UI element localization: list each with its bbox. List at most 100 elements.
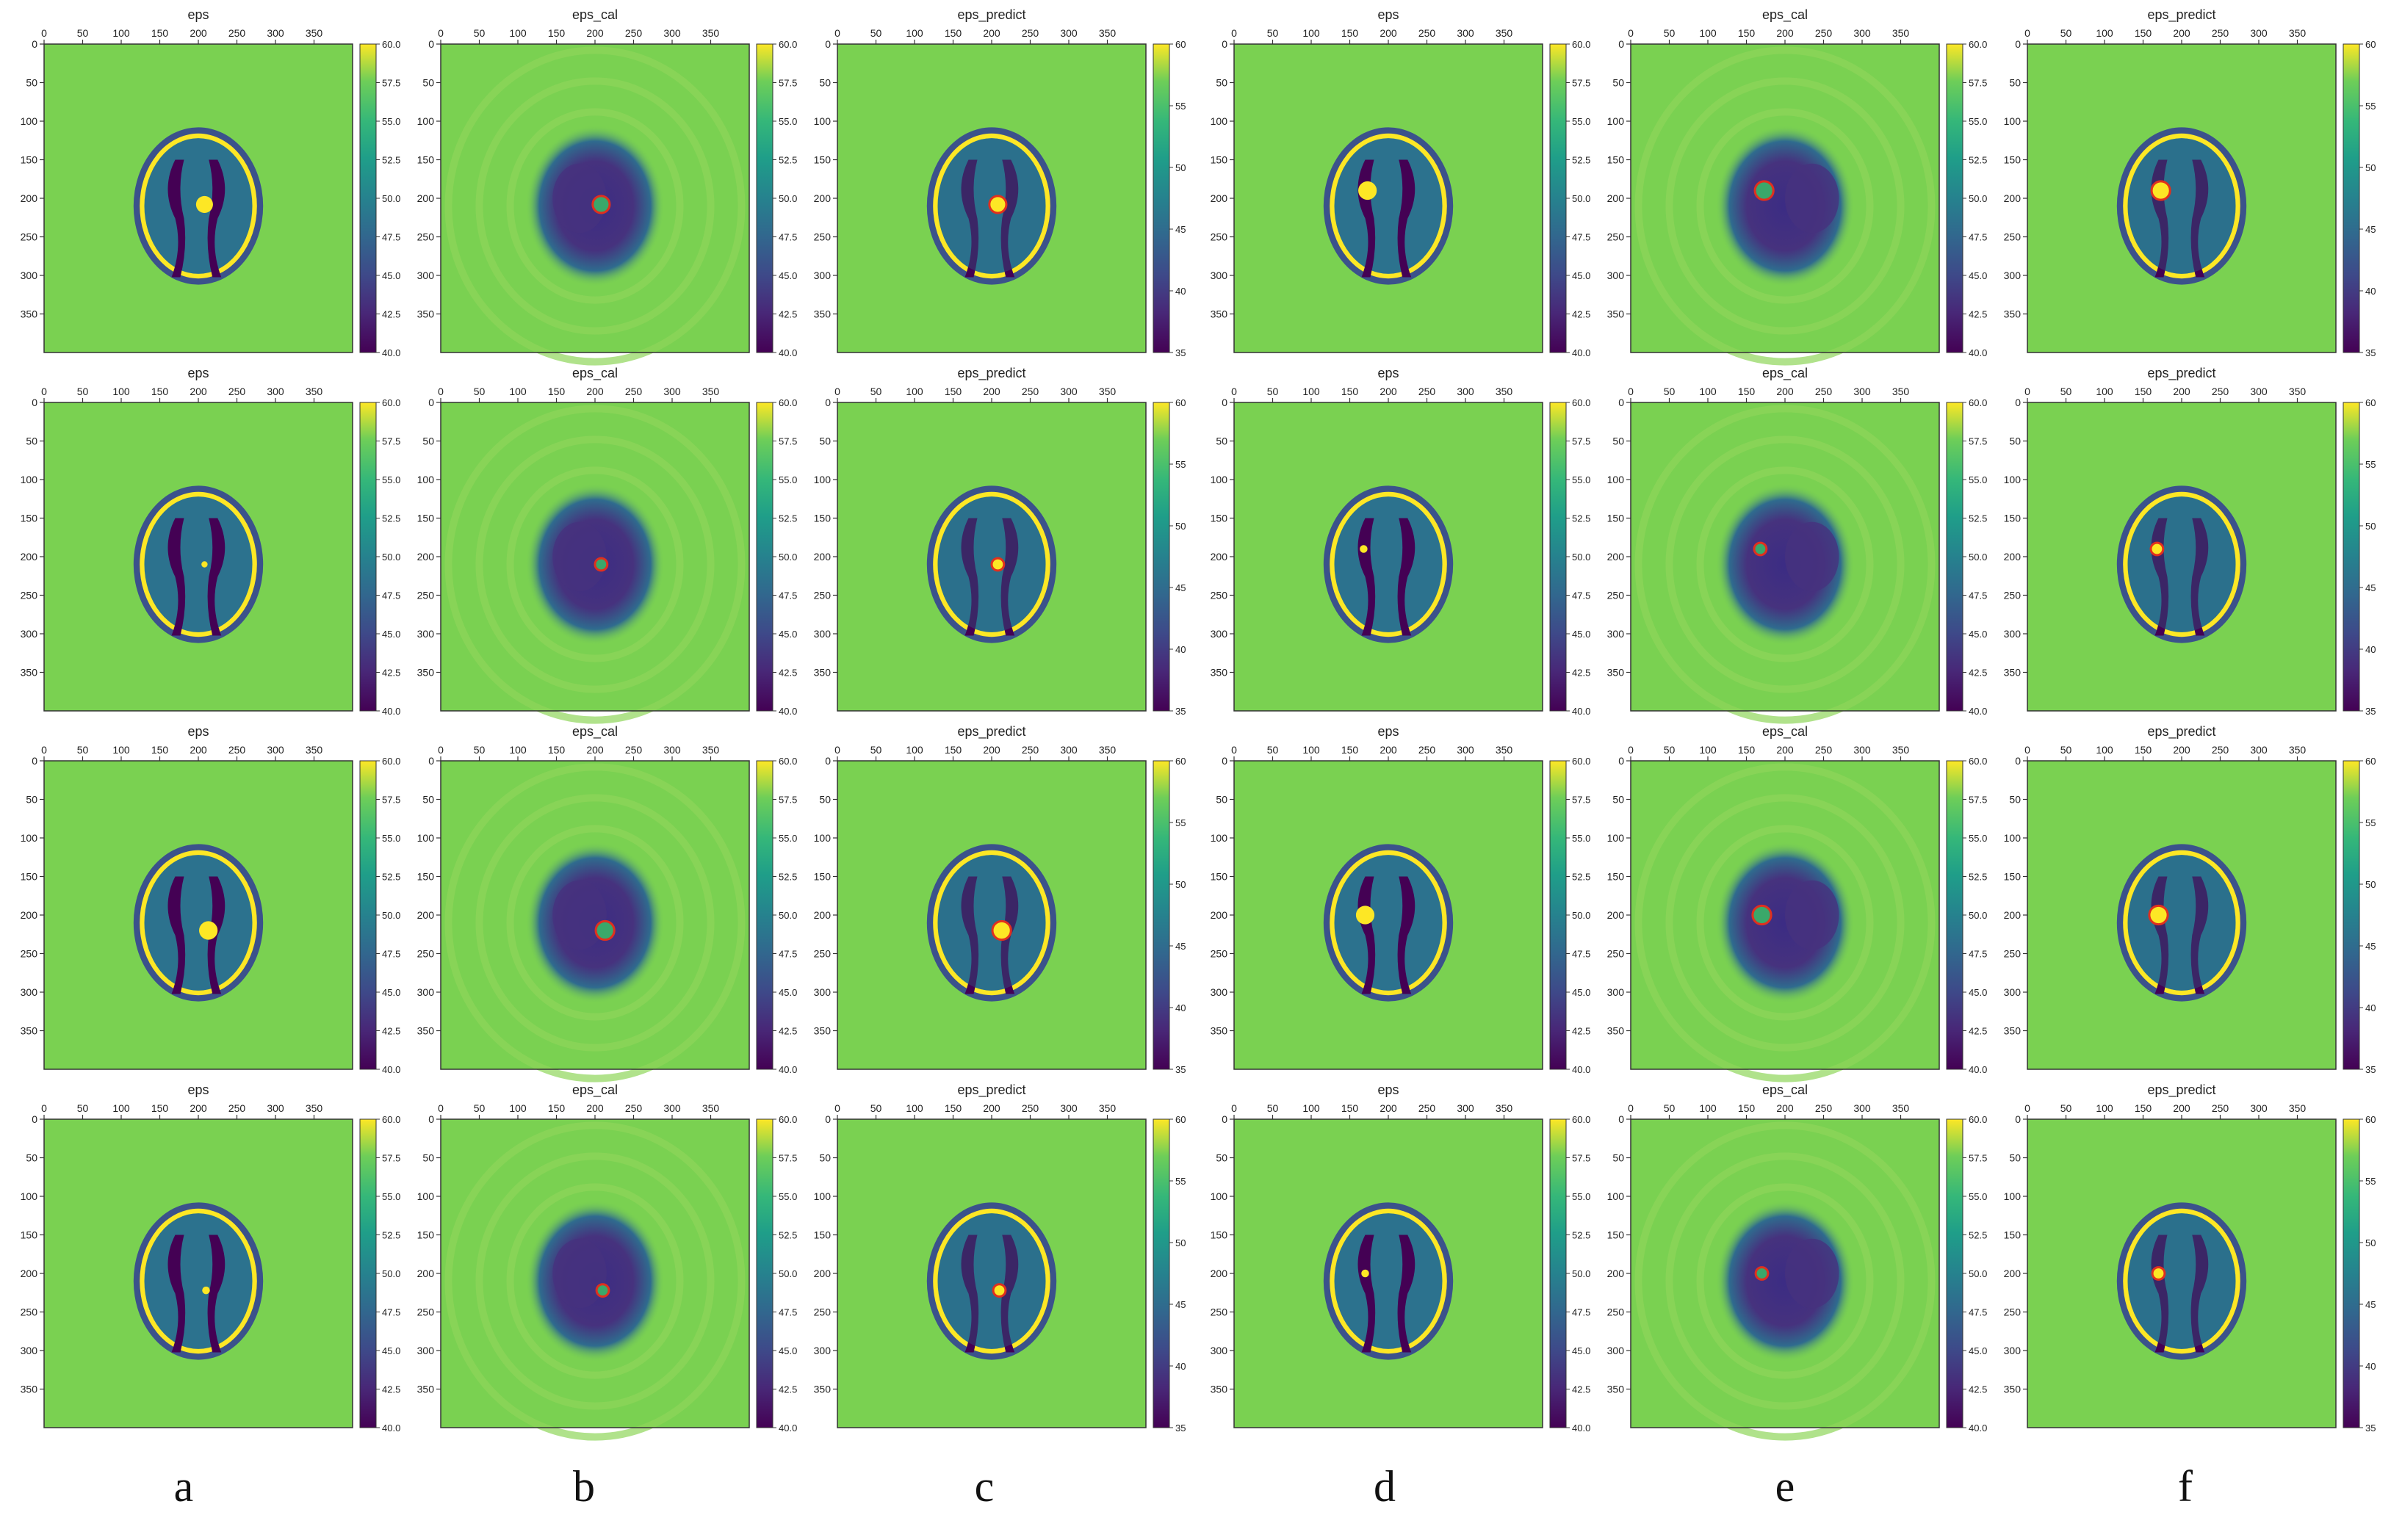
y-tick-label: 50 — [1612, 435, 1624, 447]
colorbar-tick-label: 55 — [1175, 101, 1186, 112]
x-tick-label: 350 — [1496, 386, 1513, 397]
y-tick-label: 300 — [2004, 628, 2022, 640]
y-tick-label: 200 — [1211, 192, 1228, 204]
x-tick-label: 0 — [41, 386, 47, 397]
x-tick-label: 200 — [2173, 27, 2190, 39]
x-tick-label: 350 — [1099, 744, 1117, 756]
y-tick-label: 350 — [814, 1384, 832, 1395]
x-tick-label: 250 — [1418, 386, 1436, 397]
y-tick-label: 100 — [814, 1190, 832, 1202]
y-tick-label: 250 — [2004, 1306, 2022, 1318]
panel-title: eps_cal — [1762, 1082, 1808, 1098]
colorbar-tick-label: 47.5 — [1969, 590, 1987, 601]
colorbar-tick-label: 47.5 — [779, 590, 797, 601]
x-tick-label: 200 — [586, 386, 604, 397]
colorbar-tick-label: 40.0 — [779, 1422, 797, 1434]
x-tick-label: 0 — [1231, 27, 1237, 39]
x-tick-label: 350 — [1496, 744, 1513, 756]
y-tick-label: 200 — [2004, 909, 2022, 921]
colorbar-tick-label: 55.0 — [1969, 1191, 1987, 1202]
y-tick-label: 350 — [814, 667, 832, 679]
ventricle-right — [1000, 159, 1019, 278]
panel-r1-b: eps_cal 0 50 100 150 200 250 300 350 0 50 100 150 200… — [417, 7, 797, 366]
ventricle-left — [167, 876, 186, 994]
y-tick-label: 50 — [2009, 77, 2021, 89]
colorbar-tick-label: 35 — [1175, 1422, 1186, 1434]
y-tick-label: 350 — [417, 1025, 435, 1037]
panel-r4-a: eps 0 50 100 150 200 250 300 350 0 50 100 150 200 250 3… — [21, 1082, 401, 1434]
x-tick-label: 50 — [870, 1102, 882, 1114]
colorbar-tick-label: 50 — [1175, 1237, 1186, 1248]
x-tick-label: 150 — [1341, 27, 1359, 39]
x-tick-label: 50 — [2060, 386, 2072, 397]
ripple-ring — [1634, 46, 1936, 366]
colorbar-tick-label: 40.0 — [1969, 347, 1987, 358]
x-tick-label: 250 — [1418, 744, 1436, 756]
x-tick-label: 300 — [2250, 386, 2268, 397]
y-tick-label: 350 — [1211, 308, 1228, 320]
colorbar — [1946, 760, 1963, 1070]
colorbar-tick-label: 55.0 — [1969, 833, 1987, 844]
x-tick-label: 250 — [1022, 744, 1039, 756]
x-tick-label: 300 — [2250, 1102, 2268, 1114]
y-tick-label: 0 — [1618, 1113, 1624, 1125]
panel-r4-e: eps_cal 0 50 100 150 200 250 300 350 0 50 100 150 200… — [1607, 1082, 1987, 1441]
colorbar-tick-label: 50 — [2365, 1237, 2376, 1248]
y-tick-label: 150 — [417, 513, 435, 524]
colorbar-tick-label: 45 — [1175, 224, 1186, 235]
colorbar-tick-label: 45 — [2365, 224, 2376, 235]
colorbar-tick-label: 50 — [2365, 521, 2376, 532]
colorbar-tick-label: 40.0 — [1572, 1064, 1590, 1075]
y-tick-label: 300 — [1211, 986, 1228, 998]
colorbar — [2343, 1118, 2360, 1428]
colorbar-tick-label: 55.0 — [1969, 116, 1987, 127]
colorbar-tick-label: 50.0 — [1969, 1268, 1987, 1279]
x-tick-label: 250 — [228, 27, 246, 39]
x-tick-label: 250 — [228, 744, 246, 756]
y-tick-label: 100 — [814, 115, 832, 127]
colorbar-tick-label: 50 — [1175, 879, 1186, 890]
colorbar-tick-label: 60.0 — [1572, 756, 1590, 767]
panel-title: eps — [187, 7, 209, 22]
brain — [144, 855, 253, 991]
ripple-ring — [506, 1183, 684, 1379]
tumor-marker — [595, 1283, 610, 1298]
x-tick-label: 350 — [306, 386, 323, 397]
colorbar-tick-label: 35 — [2365, 347, 2376, 358]
panel-r1-d: eps 0 50 100 150 200 250 300 350 0 50 100 150 200 250 3… — [1211, 7, 1591, 358]
colorbar-tick-label: 60.0 — [1969, 397, 1987, 408]
x-tick-label: 150 — [548, 386, 566, 397]
x-tick-label: 150 — [151, 386, 169, 397]
x-tick-label: 50 — [2060, 744, 2072, 756]
panel-r3-a: eps 0 50 100 150 200 250 300 350 0 50 100 150 200 250 3… — [21, 724, 401, 1075]
x-tick-label: 100 — [1302, 386, 1320, 397]
y-tick-label: 100 — [21, 474, 38, 485]
y-tick-label: 0 — [825, 397, 831, 408]
predict-texture — [937, 1213, 1046, 1349]
x-tick-label: 300 — [1457, 744, 1474, 756]
colorbar-tick-label: 50.0 — [779, 193, 797, 204]
colorbar-tick-label: 40 — [2365, 1361, 2376, 1372]
y-tick-label: 50 — [819, 435, 831, 447]
colorbar-tick-label: 35 — [1175, 706, 1186, 717]
colorbar-tick-label: 42.5 — [382, 1384, 400, 1395]
y-tick-label: 200 — [21, 551, 38, 563]
ventricle-left — [961, 1234, 979, 1353]
y-tick-label: 150 — [1607, 1229, 1625, 1241]
y-tick-label: 350 — [1211, 1025, 1228, 1037]
x-tick-label: 300 — [267, 1102, 284, 1114]
colorbar-tick-label: 57.5 — [1969, 78, 1987, 89]
x-tick-label: 350 — [1099, 1102, 1117, 1114]
x-tick-label: 250 — [1815, 27, 1833, 39]
x-tick-label: 150 — [945, 744, 962, 756]
tumor-marker — [991, 919, 1012, 941]
ripple-ring — [506, 825, 684, 1021]
ventricle-right — [1397, 876, 1416, 994]
panel-r3-e: eps_cal 0 50 100 150 200 250 300 350 0 50 100 150 200… — [1607, 724, 1987, 1082]
colorbar — [1153, 1118, 1170, 1428]
colorbar-tick-label: 52.5 — [1969, 155, 1987, 166]
y-tick-label: 250 — [1211, 1306, 1228, 1318]
x-tick-label: 250 — [2212, 27, 2229, 39]
y-tick-label: 300 — [21, 270, 38, 281]
colorbar-tick-label: 47.5 — [779, 1307, 797, 1318]
